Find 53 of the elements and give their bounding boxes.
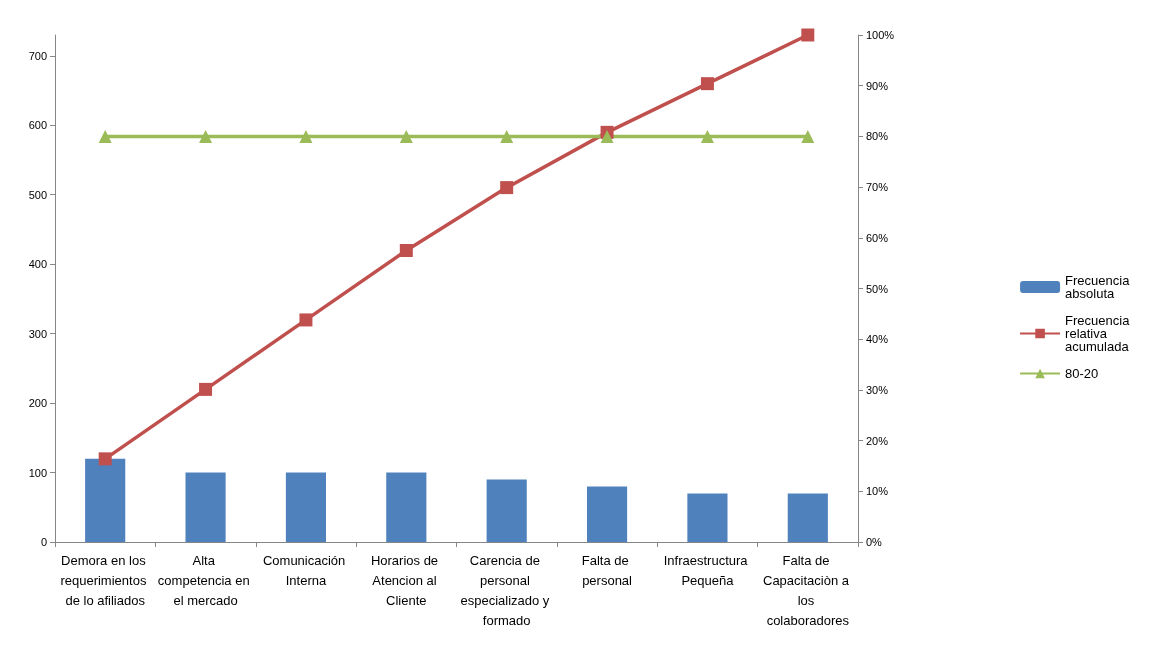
y2-tick-label: 90% <box>866 79 889 92</box>
x-tick-label: Alta competencia en el mercado <box>157 552 254 608</box>
y2-tick-label: 80% <box>866 130 889 143</box>
x-tick-label: Comunicación Interna <box>262 552 349 588</box>
point <box>299 313 313 327</box>
point <box>98 129 112 143</box>
bar <box>787 493 828 542</box>
legend-label: Frecuencia relativa acumulada <box>1065 313 1133 354</box>
point <box>98 452 112 466</box>
y2-tick-label: 30% <box>866 383 889 396</box>
point <box>500 181 514 195</box>
y-tick-label: 100 <box>28 466 47 479</box>
legend-label: 80-20 <box>1065 366 1099 381</box>
bar <box>486 479 527 542</box>
y-tick-label: 0 <box>40 536 47 548</box>
x-tick-label: Falta de Capacitaciòn a los colaboradores <box>763 552 853 628</box>
point <box>700 129 714 143</box>
y-tick-label: 700 <box>28 49 47 62</box>
x-tick-label: Demora en los requerimientos de lo afiliados <box>60 552 150 608</box>
point <box>399 243 413 257</box>
point <box>801 28 815 42</box>
y2-tick-label: 50% <box>866 282 889 295</box>
y2-tick-label: 70% <box>866 181 889 194</box>
y2-tick-label: 60% <box>866 231 889 244</box>
y-tick-label: 400 <box>28 258 47 271</box>
y2-tick-label: 100% <box>866 29 895 41</box>
y-tick-label: 600 <box>28 119 47 132</box>
point <box>399 129 413 143</box>
x-tick-label: Horarios de Atencion al Cliente <box>370 552 442 608</box>
bar <box>85 458 126 542</box>
bar <box>586 486 628 542</box>
y2-tick-label: 40% <box>866 333 889 346</box>
point <box>299 129 313 143</box>
y-tick-label: 200 <box>28 397 47 410</box>
point <box>199 382 213 396</box>
bar <box>185 472 226 542</box>
point <box>801 129 815 143</box>
x-tick-label: Falta de personal <box>581 552 633 588</box>
point <box>199 129 213 143</box>
bar <box>285 472 327 542</box>
y2-tick-label: 10% <box>866 485 889 498</box>
y-tick-label: 500 <box>28 188 47 201</box>
y2-tick-label: 20% <box>866 434 889 447</box>
bar <box>386 472 427 542</box>
point <box>500 129 514 143</box>
bar <box>687 493 728 542</box>
y2-tick-label: 0% <box>866 536 883 548</box>
x-tick-label: Carencia de personal especializado y formado <box>460 552 553 628</box>
legend-label: Frecuencia absoluta <box>1065 273 1133 301</box>
point <box>600 129 614 143</box>
point <box>700 77 714 91</box>
y-tick-label: 300 <box>28 327 47 340</box>
x-tick-label: Infraestructura Pequeña <box>663 552 752 588</box>
